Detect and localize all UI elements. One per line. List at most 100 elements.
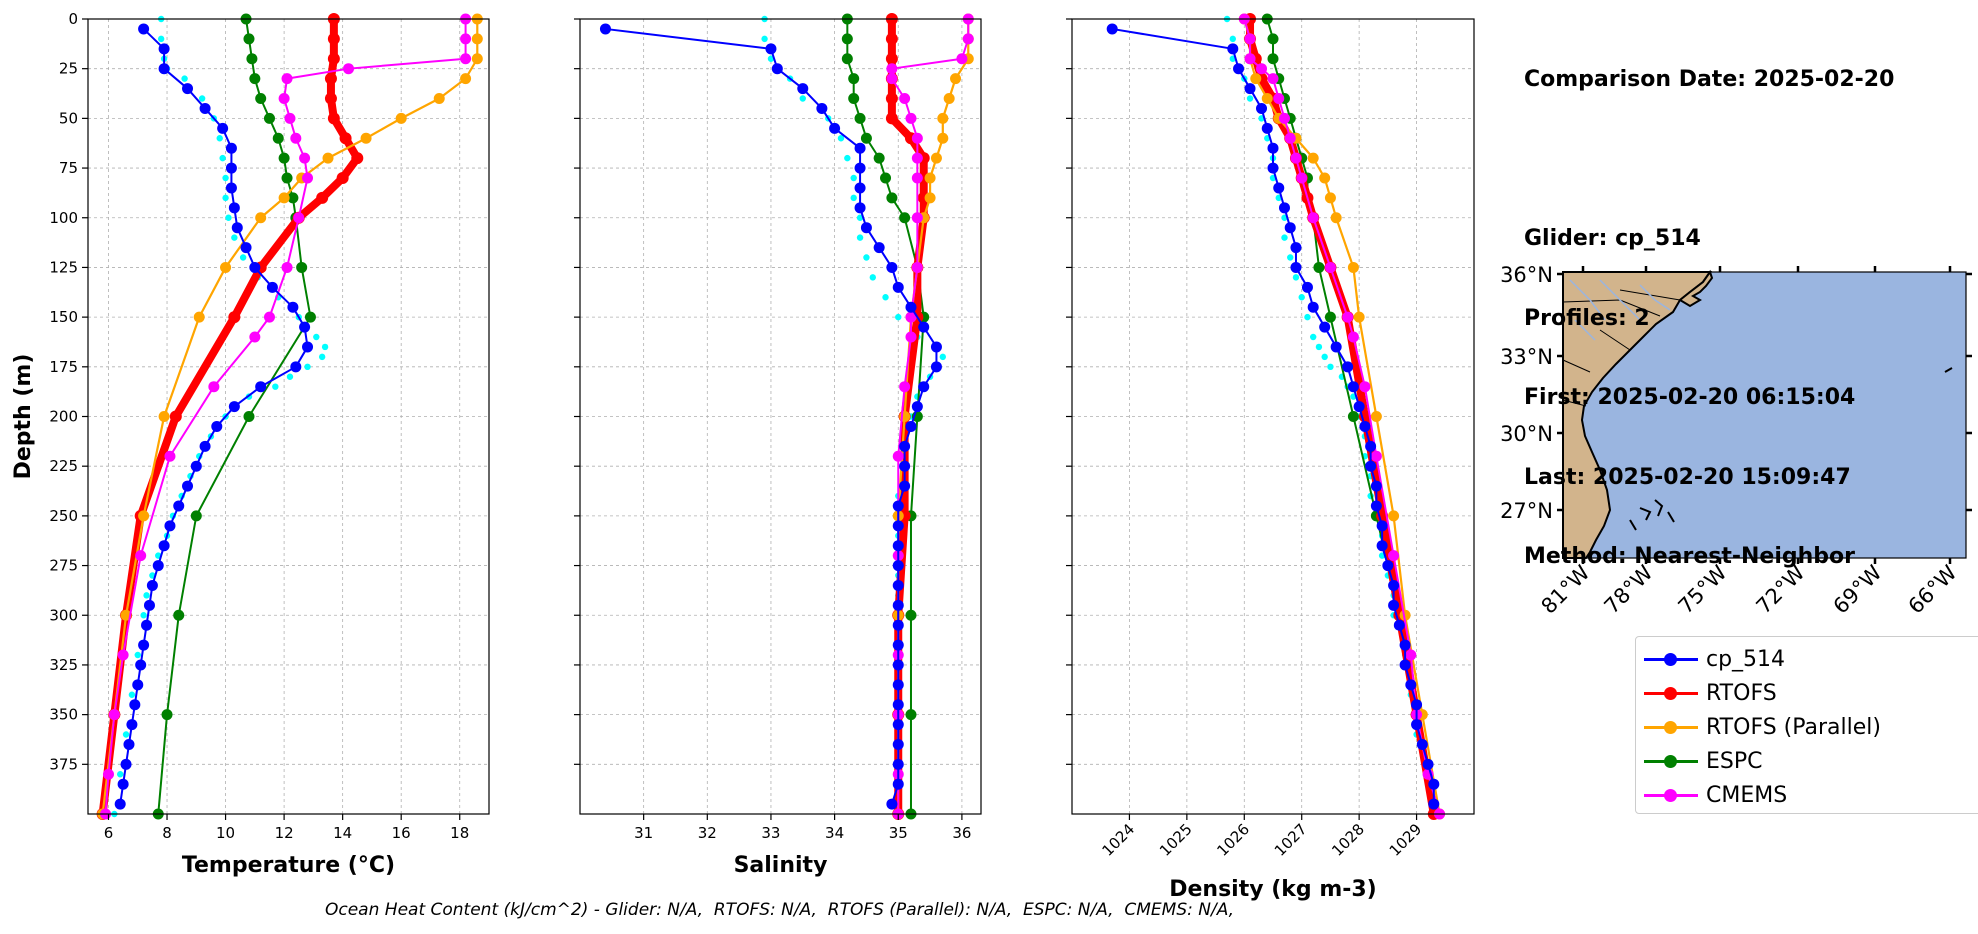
data-point [255,381,267,393]
data-point [1244,83,1256,95]
data-point [228,311,241,324]
data-point [943,93,955,104]
data-point [1411,699,1423,711]
data-point [225,214,232,221]
data-point [892,738,904,750]
data-point [911,212,923,224]
panel-1: 0 25 50 75 100 125 150 175 200 225 250 275 300 325 350… [11,10,490,878]
data-point [1233,63,1245,75]
data-point [1370,450,1382,462]
data-point [281,261,293,273]
data-point [1267,162,1279,174]
data-point [181,75,188,82]
x-axis-label: Salinity [734,853,828,878]
data-point [208,381,220,393]
data-point [1388,579,1400,591]
data-point [198,95,206,102]
data-point [1304,313,1311,321]
data-point [892,639,904,651]
data-point [1227,43,1239,55]
glider-name: Glider: cp_514 [1524,226,1701,251]
x-tick-label: 18 [450,824,469,842]
data-point [854,162,866,174]
y-tick-label: 200 [49,408,78,426]
data-point [395,112,407,124]
data-point [114,798,126,810]
legend-item-cp514: cp_514 [1636,642,1785,676]
data-point [930,341,942,353]
data-point [886,261,898,273]
data-point [249,73,261,85]
data-point [1290,242,1302,254]
last-time: Last: 2025-02-20 15:09:47 [1524,464,1851,490]
data-point [138,510,150,522]
data-point [856,214,864,221]
data-point [225,182,237,194]
series-cp-514 [599,23,942,810]
data-point [863,254,870,261]
data-point [1388,550,1400,562]
series-cp-514 [1106,23,1440,810]
data-point [158,43,170,55]
data-point [1307,301,1319,313]
data-point [1347,261,1359,273]
data-point [930,361,942,373]
data-point [885,92,898,105]
data-point [302,172,314,184]
y-tick-label: 50 [59,109,78,127]
data-point [339,132,352,145]
y-tick-label: 150 [49,308,78,326]
data-point [1370,480,1382,492]
data-point [272,383,279,390]
data-point [1330,212,1342,224]
data-point [892,679,904,691]
data-point [220,261,232,273]
data-point [1416,738,1428,750]
data-point [761,35,768,43]
data-point [1370,500,1382,512]
data-point [1307,212,1319,224]
series-cp-514 [114,23,314,810]
data-point [266,281,278,293]
lat-tick-label: 30°N [1500,422,1553,446]
data-point [1428,798,1440,810]
data-point [892,719,904,731]
data-point [1399,639,1411,651]
ohc-footer: Ocean Heat Content (kJ/cm^2) - Glider: N… [325,900,1235,920]
data-point [143,592,150,599]
data-point [240,242,252,254]
data-point [892,560,904,572]
data-point [324,92,337,105]
series-line [605,27,938,805]
data-point [102,768,114,780]
data-point [1347,331,1359,343]
data-point [290,132,302,144]
data-point [128,691,136,698]
data-point [939,353,947,361]
data-point [1290,152,1302,164]
data-point [1327,363,1334,371]
y-tick-label: 350 [49,706,78,724]
data-point [1319,321,1331,333]
data-point [239,254,247,261]
data-point [1324,192,1336,204]
data-point [911,401,923,413]
legend-item-espc: ESPC [1636,744,1763,778]
data-point [293,212,305,224]
data-point [135,550,147,562]
data-point [161,709,173,721]
data-point [471,53,483,65]
data-point [164,450,176,462]
data-point [860,222,872,234]
data-point [905,311,917,323]
data-point [249,331,261,343]
data-point [182,83,194,95]
data-point [854,142,866,154]
x-tick-label: 34 [825,824,844,842]
data-point [899,93,911,104]
data-point [471,33,483,45]
data-point [281,73,293,85]
data-point [122,731,130,738]
data-point [886,798,898,810]
